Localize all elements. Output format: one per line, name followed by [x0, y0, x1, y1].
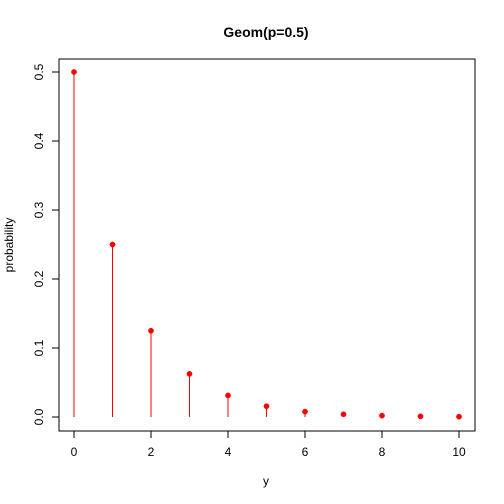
x-tick-label: 4 — [225, 445, 232, 459]
data-point — [225, 392, 231, 399]
y-tick-label: 0.1 — [32, 339, 46, 356]
series-points — [71, 69, 462, 420]
x-tick-label: 10 — [452, 445, 466, 459]
x-tick-label: 0 — [71, 445, 78, 459]
y-tick-label: 0.0 — [32, 408, 46, 425]
data-point — [302, 408, 308, 415]
x-tick-label: 6 — [302, 445, 309, 459]
x-ticks: 0 2 4 6 8 10 — [71, 431, 466, 459]
data-point — [148, 327, 154, 334]
y-tick-label: 0.2 — [32, 270, 46, 287]
data-point — [417, 413, 424, 420]
plot-frame — [58, 58, 476, 432]
data-point — [109, 241, 116, 248]
series-stems — [73, 72, 460, 417]
data-point — [71, 69, 77, 75]
data-point — [456, 413, 462, 420]
y-tick-label: 0.5 — [32, 63, 46, 80]
x-tick-label: 2 — [148, 445, 155, 459]
y-ticks: 0.0 0.1 0.2 0.3 0.4 0.5 — [32, 63, 59, 425]
y-axis-label: probability — [2, 218, 16, 273]
data-point — [186, 371, 193, 377]
data-point — [263, 403, 270, 410]
y-tick-label: 0.3 — [32, 201, 46, 218]
x-tick-label: 8 — [379, 445, 386, 459]
x-axis-label: y — [263, 474, 269, 488]
y-tick-label: 0.4 — [32, 132, 46, 149]
data-point — [340, 411, 347, 418]
data-point — [379, 412, 385, 419]
chart-title: Geom(p=0.5) — [223, 24, 308, 40]
